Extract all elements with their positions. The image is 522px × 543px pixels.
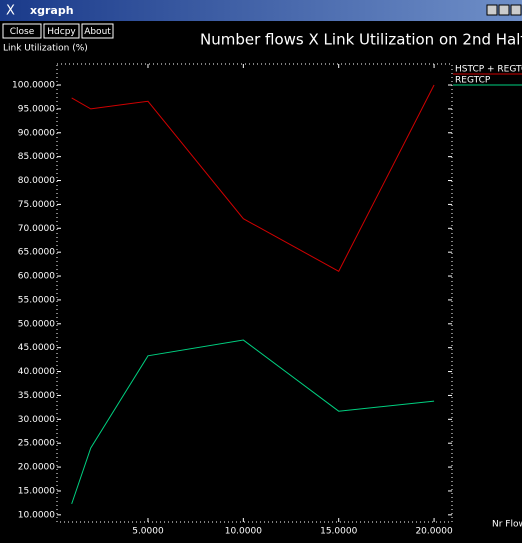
x-axis-label: Nr Flows <box>492 520 522 530</box>
y-tick-label: 85.0000 <box>18 152 55 162</box>
button-bar: Close Hdcpy About <box>2 23 114 39</box>
y-tick-label: 70.0000 <box>18 224 55 234</box>
y-tick-label: 20.0000 <box>18 463 55 473</box>
y-tick-label: 30.0000 <box>18 415 55 425</box>
x-tick-label: 10.0000 <box>225 527 262 537</box>
hdcpy-button[interactable] <box>43 23 80 39</box>
y-tick-label: 90.0000 <box>18 128 55 138</box>
legend-label: REGTCP <box>455 76 491 86</box>
y-tick-label: 55.0000 <box>18 295 55 305</box>
y-tick-label: 45.0000 <box>18 343 55 353</box>
y-tick-label: 40.0000 <box>18 367 55 377</box>
y-tick-label: 65.0000 <box>18 248 55 258</box>
window-icon: X <box>6 4 15 19</box>
series-line <box>71 339 435 505</box>
chart-title: Number flows X Link Utilization on 2nd H… <box>200 31 522 49</box>
close-button[interactable] <box>2 23 42 39</box>
y-tick-label: 25.0000 <box>18 439 55 449</box>
y-tick-label: 100.0000 <box>12 81 55 91</box>
close-window-button[interactable] <box>510 4 522 16</box>
close-label[interactable]: Close <box>10 27 35 37</box>
about-button[interactable] <box>81 23 114 39</box>
window-title: xgraph <box>30 4 74 17</box>
series-line <box>71 84 435 272</box>
y-tick-label: 75.0000 <box>18 200 55 210</box>
y-tick-label: 35.0000 <box>18 391 55 401</box>
plot-border <box>56 63 453 523</box>
y-tick-label: 50.0000 <box>18 319 55 329</box>
maximize-button[interactable] <box>498 4 510 16</box>
minimize-button[interactable] <box>486 4 498 16</box>
y-tick-label: 10.0000 <box>18 510 55 520</box>
about-label[interactable]: About <box>84 27 111 37</box>
y-axis-label: Link Utilization (%) <box>3 44 88 54</box>
y-tick-label: 95.0000 <box>18 104 55 114</box>
title-bar <box>0 0 522 21</box>
x-tick-label: 15.0000 <box>320 527 357 537</box>
y-tick-label: 15.0000 <box>18 486 55 496</box>
legend-label: HSTCP + REGTCP <box>455 65 522 75</box>
x-tick-label: 5.0000 <box>132 527 164 537</box>
y-tick-label: 60.0000 <box>18 272 55 282</box>
x-tick-label: 20.0000 <box>415 527 452 537</box>
hdcpy-label[interactable]: Hdcpy <box>47 27 76 37</box>
y-tick-label: 80.0000 <box>18 176 55 186</box>
